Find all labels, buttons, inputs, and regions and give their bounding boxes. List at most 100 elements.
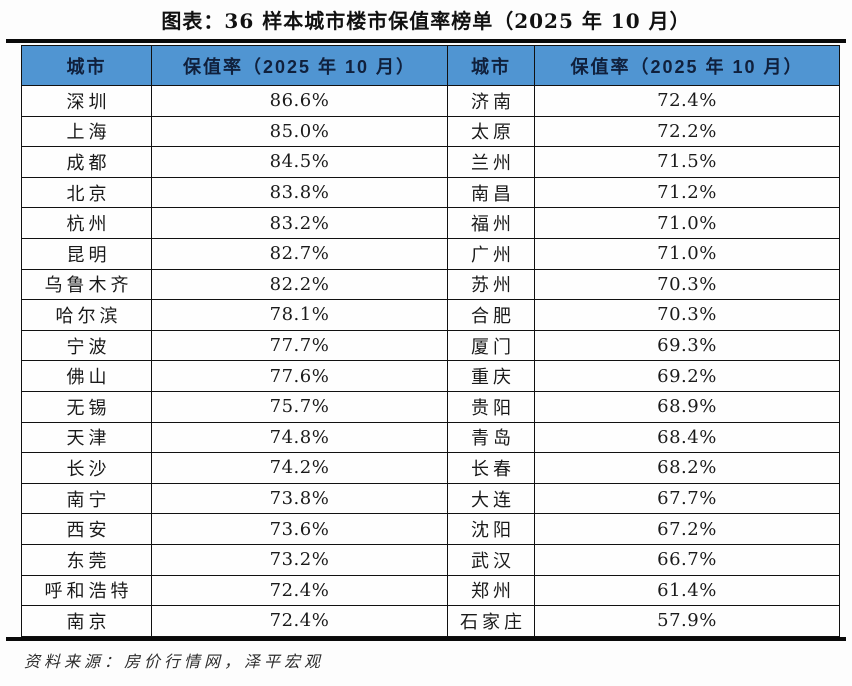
city-cell: 呼和浩特 <box>21 574 152 607</box>
header-city-left: 城市 <box>21 45 152 86</box>
rate-cell: 67.2% <box>534 513 840 545</box>
rate-cell: 68.4% <box>534 421 840 454</box>
rate-cell: 66.7% <box>534 543 840 576</box>
rate-cell: 71.5% <box>534 146 840 178</box>
city-cell: 乌鲁木齐 <box>21 268 152 301</box>
rate-cell: 73.8% <box>151 482 448 515</box>
city-cell: 济南 <box>447 85 535 117</box>
rate-cell: 72.4% <box>534 85 840 117</box>
source-note: 资料来源：房价行情网，泽平宏观 <box>24 651 325 671</box>
bottom-rule <box>6 636 846 641</box>
city-cell: 南宁 <box>21 482 152 515</box>
rate-cell: 74.2% <box>151 452 448 484</box>
rate-cell: 71.2% <box>534 176 840 209</box>
city-cell: 佛山 <box>21 360 152 392</box>
city-cell: 石家庄 <box>447 605 535 637</box>
city-cell: 兰州 <box>447 146 535 178</box>
rate-cell: 78.1% <box>151 299 448 331</box>
table-row: 昆明 82.7% 广州 71.0% <box>21 237 840 270</box>
rate-cell: 86.6% <box>151 85 448 117</box>
header-rate-left: 保值率（2025 年 10 月） <box>151 45 448 86</box>
city-cell: 福州 <box>447 207 535 239</box>
city-cell: 厦门 <box>447 329 535 362</box>
table-body: 深圳 86.6% 济南 72.4% 上海 85.0% 太原 72.2% 成都 84.5% 兰州 71.… <box>21 85 840 637</box>
rate-cell: 71.0% <box>534 207 840 239</box>
table-row: 长沙 74.2% 长春 68.2% <box>21 452 840 484</box>
rate-cell: 73.2% <box>151 543 448 576</box>
rate-cell: 61.4% <box>534 574 840 607</box>
table-row: 北京 83.8% 南昌 71.2% <box>21 176 840 209</box>
city-cell: 深圳 <box>21 85 152 117</box>
city-cell: 太原 <box>447 115 535 148</box>
table-row: 哈尔滨 78.1% 合肥 70.3% <box>21 299 840 331</box>
rate-cell: 69.3% <box>534 329 840 362</box>
table-row: 上海 85.0% 太原 72.2% <box>21 115 840 148</box>
rate-cell: 84.5% <box>151 146 448 178</box>
rate-cell: 75.7% <box>151 390 448 423</box>
rate-cell: 69.2% <box>534 360 840 392</box>
city-cell: 北京 <box>21 176 152 209</box>
rate-cell: 83.8% <box>151 176 448 209</box>
rate-cell: 57.9% <box>534 605 840 637</box>
header-rate-right: 保值率（2025 年 10 月） <box>534 45 840 86</box>
rate-cell: 70.3% <box>534 268 840 301</box>
city-cell: 南京 <box>21 605 152 637</box>
city-cell: 长沙 <box>21 452 152 484</box>
rate-cell: 83.2% <box>151 207 448 239</box>
city-cell: 大连 <box>447 482 535 515</box>
city-cell: 上海 <box>21 115 152 148</box>
table-row: 南京 72.4% 石家庄 57.9% <box>21 605 840 637</box>
city-cell: 杭州 <box>21 207 152 239</box>
city-cell: 哈尔滨 <box>21 299 152 331</box>
city-cell: 苏州 <box>447 268 535 301</box>
city-cell: 合肥 <box>447 299 535 331</box>
city-cell: 南昌 <box>447 176 535 209</box>
rate-cell: 70.3% <box>534 299 840 331</box>
rate-cell: 71.0% <box>534 237 840 270</box>
table-row: 深圳 86.6% 济南 72.4% <box>21 85 840 117</box>
rate-cell: 77.7% <box>151 329 448 362</box>
city-cell: 西安 <box>21 513 152 545</box>
rate-cell: 77.6% <box>151 360 448 392</box>
table-row: 南宁 73.8% 大连 67.7% <box>21 482 840 515</box>
rate-cell: 82.2% <box>151 268 448 301</box>
table-row: 成都 84.5% 兰州 71.5% <box>21 146 840 178</box>
rate-cell: 73.6% <box>151 513 448 545</box>
table-row: 宁波 77.7% 厦门 69.3% <box>21 329 840 362</box>
city-cell: 天津 <box>21 421 152 454</box>
city-cell: 宁波 <box>21 329 152 362</box>
header-city-right: 城市 <box>447 45 535 86</box>
city-cell: 贵阳 <box>447 390 535 423</box>
city-cell: 青岛 <box>447 421 535 454</box>
city-cell: 武汉 <box>447 543 535 576</box>
city-cell: 郑州 <box>447 574 535 607</box>
city-cell: 广州 <box>447 237 535 270</box>
city-cell: 无锡 <box>21 390 152 423</box>
table-row: 西安 73.6% 沈阳 67.2% <box>21 513 840 545</box>
table-row: 天津 74.8% 青岛 68.4% <box>21 421 840 454</box>
rate-cell: 82.7% <box>151 237 448 270</box>
rate-cell: 72.4% <box>151 605 448 637</box>
page-title: 图表：36 样本城市楼市保值率榜单（2025 年 10 月） <box>161 9 691 33</box>
rate-cell: 68.9% <box>534 390 840 423</box>
table-row: 杭州 83.2% 福州 71.0% <box>21 207 840 239</box>
table-row: 呼和浩特 72.4% 郑州 61.4% <box>21 574 840 607</box>
table-row: 佛山 77.6% 重庆 69.2% <box>21 360 840 392</box>
city-cell: 重庆 <box>447 360 535 392</box>
city-cell: 沈阳 <box>447 513 535 545</box>
city-cell: 昆明 <box>21 237 152 270</box>
table-header-row: 城市 保值率（2025 年 10 月） 城市 保值率（2025 年 10 月） <box>21 45 840 86</box>
city-cell: 长春 <box>447 452 535 484</box>
city-cell: 成都 <box>21 146 152 178</box>
city-cell: 东莞 <box>21 543 152 576</box>
table-row: 无锡 75.7% 贵阳 68.9% <box>21 390 840 423</box>
rate-cell: 85.0% <box>151 115 448 148</box>
rate-cell: 74.8% <box>151 421 448 454</box>
rate-cell: 72.4% <box>151 574 448 607</box>
top-rule <box>6 39 846 43</box>
rate-cell: 68.2% <box>534 452 840 484</box>
rate-cell: 72.2% <box>534 115 840 148</box>
rate-cell: 67.7% <box>534 482 840 515</box>
value-retention-table: 城市 保值率（2025 年 10 月） 城市 保值率（2025 年 10 月） … <box>21 45 840 637</box>
